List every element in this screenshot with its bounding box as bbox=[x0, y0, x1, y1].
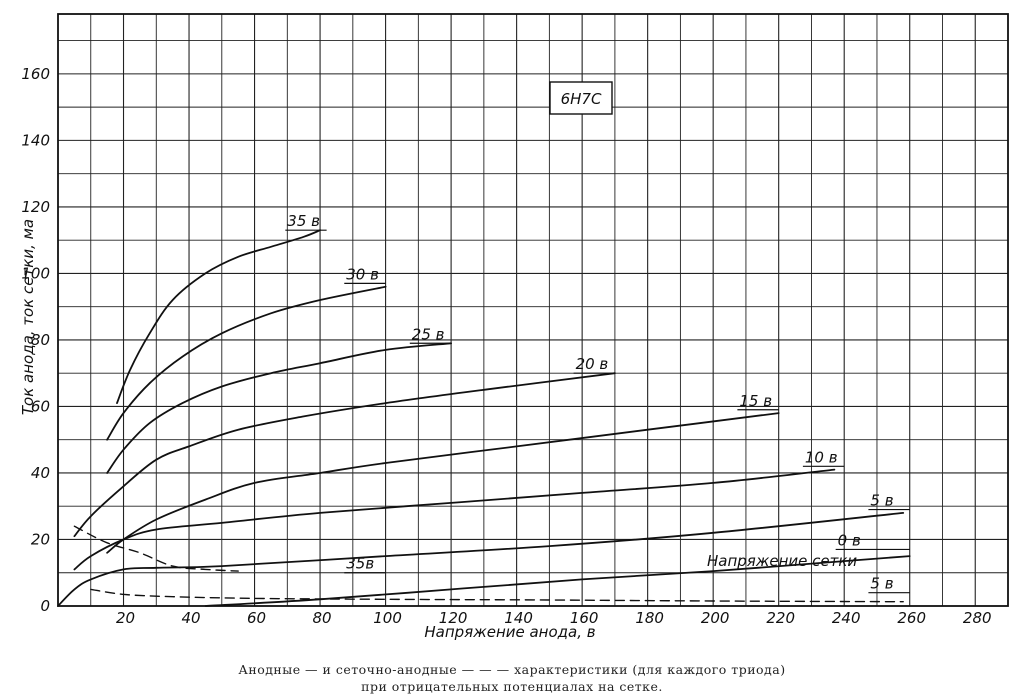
caption-line-1: Анодные — и сеточно-анодные — — — характ… bbox=[238, 662, 786, 677]
series-group bbox=[57, 229, 911, 607]
x-tick-label: 280 bbox=[963, 609, 992, 627]
x-tick-label: 40 bbox=[181, 609, 200, 627]
y-tick-label: 100 bbox=[21, 264, 50, 282]
chart-title: 6Н7С bbox=[561, 90, 602, 108]
grid-voltage-label: Напряжение сетки bbox=[707, 552, 857, 570]
x-tick-label: 80 bbox=[313, 609, 332, 627]
y-tick-label: 120 bbox=[21, 198, 50, 216]
x-tick-label: 260 bbox=[897, 609, 926, 627]
series-line-anode-15в bbox=[106, 412, 780, 554]
grid bbox=[58, 14, 1008, 606]
series-line-anode-10в bbox=[73, 468, 836, 571]
series-line-anode-25в bbox=[106, 342, 452, 474]
series-label: 5 в bbox=[870, 575, 893, 593]
caption-line-2: при отрицательных потенциалах на сетке. bbox=[361, 679, 663, 694]
x-tick-label: 180 bbox=[635, 609, 664, 627]
tick-labels: 20 40 60 80 100 120 140 160 180 200 220 240 260 280 0 2… bbox=[21, 65, 991, 627]
y-tick-label: 20 bbox=[31, 530, 50, 548]
series-label: 5 в bbox=[870, 492, 893, 510]
x-tick-label: 140 bbox=[504, 609, 533, 627]
series-line-anode-35в bbox=[116, 229, 321, 404]
series-line-grid-anode-5в bbox=[90, 588, 904, 603]
series-label: 25 в bbox=[412, 325, 445, 343]
series-label: 20 в bbox=[576, 355, 609, 373]
series-label: 10 в bbox=[805, 448, 838, 466]
y-tick-label: 60 bbox=[31, 397, 50, 415]
plot-frame bbox=[57, 13, 1009, 607]
y-tick-label: 0 bbox=[40, 597, 50, 615]
series-line-grid-anode-35в bbox=[73, 525, 239, 572]
x-tick-label: 240 bbox=[832, 609, 861, 627]
x-tick-label: 60 bbox=[247, 609, 266, 627]
y-tick-label: 80 bbox=[31, 331, 50, 349]
x-tick-label: 20 bbox=[116, 609, 135, 627]
series-labels: 35 в 30 в 25 в 20 в 15 в 10 в 5 в 0 в 35в 5 в bbox=[285, 212, 910, 594]
series-line-anode-30в bbox=[106, 285, 387, 441]
axes bbox=[57, 13, 1009, 607]
anode-characteristics-chart: 20 40 60 80 100 120 140 160 180 200 220 240 260 280 0 2… bbox=[19, 13, 1009, 641]
series-label: 35 в bbox=[287, 212, 320, 230]
x-tick-label: 100 bbox=[373, 609, 402, 627]
x-axis-label: Напряжение анода, в bbox=[424, 623, 595, 641]
y-tick-label: 140 bbox=[21, 131, 50, 149]
y-axis-label: Ток анода, ток сетки, ма bbox=[19, 219, 37, 415]
series-label: 15 в bbox=[739, 392, 772, 410]
chart-title-box: 6Н7С bbox=[549, 81, 613, 115]
y-tick-label: 160 bbox=[21, 65, 50, 83]
x-tick-label: 160 bbox=[570, 609, 599, 627]
x-tick-label: 220 bbox=[766, 609, 795, 627]
x-tick-label: 200 bbox=[701, 609, 730, 627]
series-line-anode-5в bbox=[57, 512, 905, 607]
y-tick-label: 40 bbox=[31, 464, 50, 482]
series-label: 0 в bbox=[838, 531, 861, 549]
series-label: 30 в bbox=[346, 265, 379, 283]
series-line-anode-20в bbox=[73, 372, 616, 538]
x-tick-label: 120 bbox=[439, 609, 468, 627]
series-label: 35в bbox=[346, 555, 374, 573]
